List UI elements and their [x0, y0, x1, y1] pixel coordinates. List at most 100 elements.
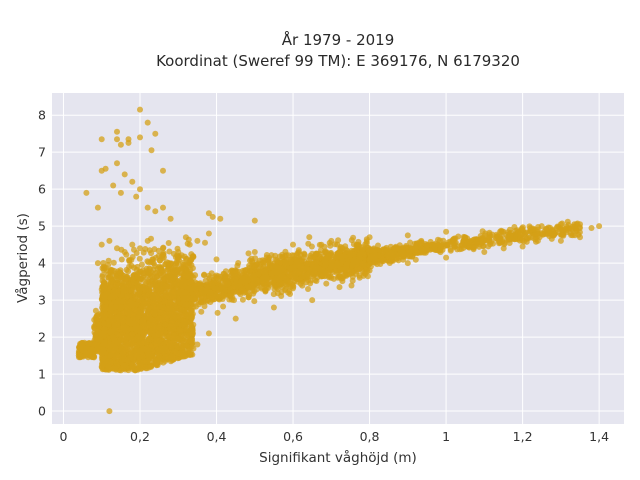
- data-point: [165, 240, 172, 246]
- data-point: [135, 308, 141, 315]
- data-point: [317, 266, 323, 273]
- data-point: [322, 262, 329, 269]
- data-point: [564, 218, 571, 225]
- data-point: [162, 353, 169, 360]
- data-point: [184, 273, 191, 280]
- data-point: [297, 251, 304, 258]
- data-point: [269, 262, 275, 269]
- data-point: [177, 327, 184, 334]
- data-point: [275, 269, 282, 276]
- data-point: [519, 237, 526, 244]
- data-point: [161, 298, 168, 305]
- data-point: [285, 289, 292, 296]
- data-point: [493, 235, 500, 242]
- data-point: [146, 329, 153, 336]
- data-point: [101, 265, 108, 271]
- data-point: [207, 289, 214, 296]
- data-point: [399, 249, 406, 256]
- data-point: [534, 226, 541, 233]
- data-point: [354, 258, 361, 265]
- data-point: [440, 237, 447, 244]
- data-point: [203, 298, 210, 305]
- data-point: [218, 284, 225, 291]
- data-point: [188, 256, 195, 263]
- data-point: [251, 298, 258, 305]
- data-point: [350, 234, 357, 241]
- data-point: [107, 352, 114, 359]
- data-point: [339, 278, 346, 285]
- data-point: [244, 277, 251, 284]
- data-point: [220, 303, 227, 310]
- data-point: [91, 325, 98, 331]
- data-point: [145, 347, 152, 354]
- data-point: [234, 262, 241, 269]
- data-point: [307, 252, 314, 259]
- data-point: [223, 279, 229, 285]
- data-point: [423, 245, 430, 252]
- data-point: [486, 229, 493, 236]
- data-point: [532, 236, 539, 243]
- data-point: [109, 267, 115, 274]
- data-point: [129, 300, 136, 307]
- data-point: [181, 283, 188, 290]
- data-point: [466, 244, 473, 251]
- data-point: [101, 285, 108, 292]
- data-point: [375, 242, 381, 249]
- data-point: [363, 240, 370, 247]
- data-point: [189, 324, 196, 331]
- data-point: [272, 282, 279, 289]
- data-point: [496, 240, 503, 247]
- chart-title-line-2: Koordinat (Sweref 99 TM): E 369176, N 61…: [156, 52, 520, 70]
- data-point: [153, 306, 160, 313]
- data-point: [135, 271, 142, 278]
- data-point: [464, 239, 471, 246]
- data-point: [151, 246, 158, 253]
- data-point: [299, 257, 306, 263]
- data-point: [114, 298, 121, 305]
- data-point: [371, 253, 378, 260]
- data-point: [131, 246, 137, 253]
- data-point: [189, 330, 196, 337]
- data-point: [145, 364, 152, 371]
- data-point: [188, 307, 194, 314]
- data-point: [110, 334, 117, 340]
- data-point: [168, 344, 175, 351]
- data-point: [187, 351, 194, 358]
- data-point: [306, 234, 313, 241]
- data-point: [138, 261, 145, 268]
- data-point: [170, 335, 176, 341]
- data-point: [367, 254, 374, 261]
- data-point: [239, 296, 246, 303]
- data-point: [106, 343, 113, 350]
- data-point: [280, 274, 287, 281]
- data-point: [145, 259, 152, 266]
- data-point: [245, 250, 252, 257]
- data-point: [175, 254, 182, 261]
- data-point: [249, 258, 256, 265]
- data-point: [304, 261, 311, 267]
- data-point: [221, 292, 228, 299]
- data-point: [166, 305, 173, 312]
- data-point: [348, 282, 355, 289]
- data-point: [121, 273, 128, 280]
- data-point: [262, 287, 269, 294]
- data-point: [214, 309, 221, 316]
- data-point: [312, 250, 319, 257]
- data-point: [148, 351, 155, 358]
- data-point: [412, 256, 419, 263]
- data-point: [115, 353, 122, 360]
- data-point: [367, 247, 374, 254]
- data-point: [245, 284, 252, 291]
- data-point: [163, 292, 170, 299]
- data-point: [263, 274, 269, 281]
- data-point: [120, 285, 127, 292]
- data-point: [168, 274, 174, 280]
- data-point: [392, 245, 399, 252]
- data-point: [446, 241, 453, 248]
- data-point: [169, 319, 176, 325]
- data-point: [313, 259, 320, 266]
- data-point: [407, 239, 414, 246]
- data-point: [439, 246, 446, 253]
- data-point: [279, 254, 286, 261]
